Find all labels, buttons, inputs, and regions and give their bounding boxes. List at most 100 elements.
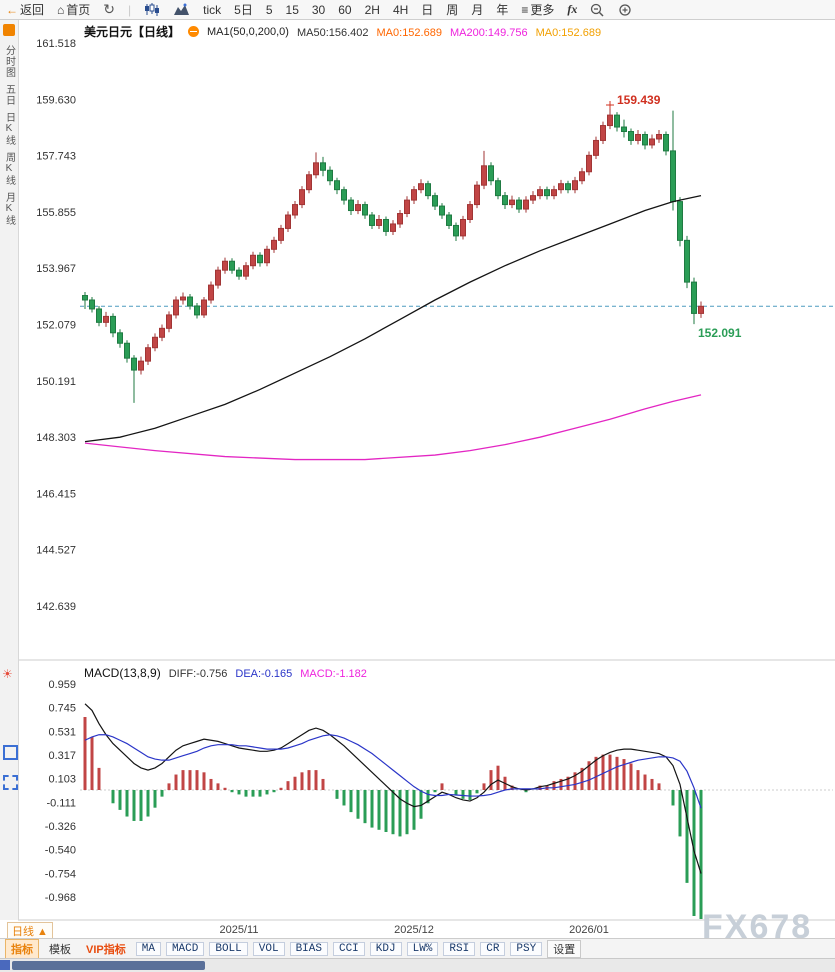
candlestick-chart-icon	[145, 3, 160, 16]
svg-text:0.531: 0.531	[48, 726, 76, 738]
x-axis-labels: 2025/11 2025/12 2026/01	[220, 924, 609, 936]
macd-title: MACD(13,8,9)	[84, 666, 161, 680]
indicator-button[interactable]: PSY	[510, 942, 543, 956]
top-toolbar: ← 返回 ⌂ 首页 ↻ | tick 5日 5 15 30 60 2H 4H 日周月年 ≡ 更多…	[0, 0, 835, 20]
magnifier-plus-icon	[619, 3, 632, 16]
macd-values: DIFF:-0.756 DEA:-0.165 MACD:-1.182	[169, 666, 375, 680]
back-arrow-icon: ←	[6, 2, 18, 17]
macd-axis-ticks: 0.959 0.745 0.531 0.317 0.103 -0.111 -0.326 -0.…	[45, 679, 76, 904]
sidebar-view-item[interactable]: 分时图	[3, 45, 15, 78]
svg-text:146.415: 146.415	[36, 488, 76, 500]
timeframe-button[interactable]: 年	[496, 3, 509, 17]
svg-text:150.191: 150.191	[36, 376, 76, 388]
timeframe-button[interactable]: tick	[203, 2, 222, 17]
fx-label: fx	[567, 2, 578, 16]
timeframe-button[interactable]: 月	[471, 3, 484, 17]
sidebar-view-item[interactable]: 月K线	[3, 192, 15, 226]
timeframe-button[interactable]: 60	[338, 2, 352, 17]
sidebar-view-item[interactable]: 日K线	[3, 112, 15, 146]
macd-dea-line	[84, 734, 702, 809]
ma50-line	[84, 194, 702, 443]
indicator-button[interactable]: MACD	[165, 942, 205, 956]
svg-text:155.855: 155.855	[36, 207, 76, 219]
indicator-button[interactable]: BIAS	[289, 942, 328, 956]
zoom-out-button[interactable]	[590, 3, 605, 17]
symbol-title: 美元日元【日线】	[84, 25, 181, 39]
area-chart-icon	[174, 3, 190, 15]
scrollbar-thumb[interactable]	[12, 961, 205, 970]
timeframe-button[interactable]: 30	[311, 2, 326, 17]
sidebar-view-item[interactable]: 五日	[3, 84, 15, 106]
svg-text:-0.326: -0.326	[45, 821, 76, 833]
horizontal-scrollbar[interactable]	[0, 958, 835, 972]
macd-diff-line	[84, 703, 702, 874]
indicator-button[interactable]: LW%	[406, 942, 439, 956]
panel-borders	[18, 659, 835, 921]
back-button[interactable]: ← 返回	[6, 1, 44, 18]
tab-template[interactable]: 模板	[49, 944, 71, 956]
timeframe-button[interactable]: 5	[265, 2, 273, 17]
tab-indicator[interactable]: 指标	[5, 939, 39, 959]
ma-value-label: MA200:149.756	[449, 26, 528, 39]
svg-text:2025/12: 2025/12	[394, 924, 434, 936]
tab-vip-indicator[interactable]: VIP指标	[86, 944, 126, 956]
more-label: 更多	[530, 3, 555, 17]
area-view-button[interactable]	[173, 3, 190, 16]
timeframe-group: tick 5日 5 15 30 60 2H 4H 日周月年	[203, 1, 508, 18]
refresh-button[interactable]: ↻	[103, 1, 115, 18]
ma-value-label: MA0:152.689	[376, 26, 442, 39]
scroll-left-button[interactable]	[0, 960, 10, 970]
indicator-list: MA MACD BOLL VOL BIAS CCI KDJ LW% RSI CR PSY	[135, 942, 543, 956]
indicator-button[interactable]: CCI	[332, 942, 365, 956]
svg-text:144.527: 144.527	[36, 545, 76, 557]
svg-text:159.439: 159.439	[617, 93, 661, 107]
screenshot-icon[interactable]	[3, 775, 18, 790]
svg-text:161.518: 161.518	[36, 38, 76, 50]
app-icon[interactable]	[3, 24, 15, 36]
timeframe-button[interactable]: 5日	[234, 3, 253, 17]
indicator-button[interactable]: RSI	[443, 942, 476, 956]
home-icon: ⌂	[57, 2, 65, 17]
sidebar-view-item[interactable]: 周K线	[3, 152, 15, 186]
macd-value-label: DEA:-0.165	[235, 668, 293, 680]
indicator-button[interactable]: MA	[135, 942, 161, 956]
settings-button[interactable]: 设置	[547, 940, 582, 958]
candlestick-view-button[interactable]	[144, 3, 160, 16]
price-annotations: 159.439 152.091	[606, 93, 742, 340]
svg-text:153.967: 153.967	[36, 263, 76, 275]
indicator-settings-icon[interactable]	[188, 26, 200, 37]
svg-text:157.743: 157.743	[36, 151, 76, 163]
zoom-in-button[interactable]	[618, 3, 632, 17]
theme-toggle-icon[interactable]: ☀	[2, 667, 13, 681]
indicator-button[interactable]: BOLL	[209, 942, 248, 956]
indicator-button[interactable]: VOL	[252, 942, 285, 956]
indicator-button[interactable]: CR	[480, 942, 506, 956]
refresh-icon: ↻	[103, 1, 116, 17]
layout-icon[interactable]	[3, 745, 18, 760]
home-button[interactable]: ⌂ 首页	[57, 1, 90, 18]
timeframe-button[interactable]: 周	[446, 3, 459, 17]
sidebar-view-list: 分时图五日日K线周K线月K线	[2, 42, 17, 229]
svg-text:148.303: 148.303	[36, 432, 76, 444]
more-button[interactable]: ≡ 更多	[521, 1, 554, 18]
svg-text:152.079: 152.079	[36, 319, 76, 331]
candles-layer	[82, 104, 704, 403]
toolbar-divider: |	[128, 2, 132, 17]
svg-text:0.745: 0.745	[48, 703, 76, 715]
menu-icon: ≡	[521, 2, 529, 17]
magnifier-minus-icon	[591, 3, 604, 17]
price-panel-header: 美元日元【日线】 MA1(50,0,200,0) MA50:156.402 MA0…	[84, 23, 609, 40]
timeframe-button[interactable]: 日	[421, 3, 434, 17]
indicator-button[interactable]: KDJ	[369, 942, 402, 956]
formula-button[interactable]: fx	[567, 2, 577, 17]
svg-text:2025/11: 2025/11	[220, 924, 259, 936]
timeframe-button[interactable]: 2H	[364, 2, 380, 17]
svg-text:159.630: 159.630	[36, 94, 76, 106]
back-label: 返回	[20, 3, 45, 17]
svg-text:-0.968: -0.968	[45, 892, 76, 904]
macd-panel-header: MACD(13,8,9) DIFF:-0.756 DEA:-0.165 MACD:-…	[84, 666, 375, 680]
macd-value-label: DIFF:-0.756	[168, 668, 228, 680]
timeframe-button[interactable]: 4H	[392, 2, 409, 17]
timeframe-button[interactable]: 15	[285, 2, 299, 17]
